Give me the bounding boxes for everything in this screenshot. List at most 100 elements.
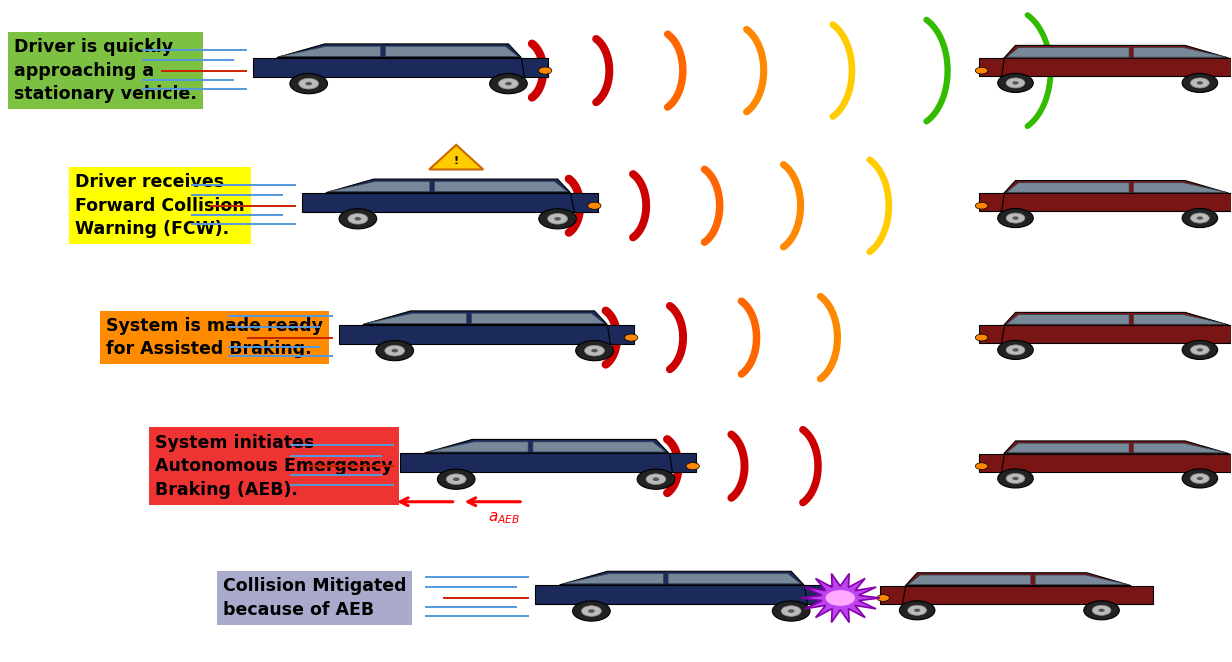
Polygon shape [424, 440, 669, 453]
Circle shape [1196, 477, 1202, 480]
Polygon shape [1000, 325, 1232, 343]
Circle shape [588, 609, 595, 613]
Polygon shape [908, 575, 1031, 585]
Polygon shape [1133, 183, 1226, 192]
Text: Driver receives
Forward Collision
Warning (FCW).: Driver receives Forward Collision Warnin… [75, 173, 245, 238]
Polygon shape [277, 44, 521, 58]
Polygon shape [978, 58, 1004, 76]
Circle shape [976, 203, 988, 209]
Polygon shape [521, 58, 548, 77]
Circle shape [392, 349, 398, 352]
Circle shape [625, 334, 638, 341]
Circle shape [1007, 473, 1025, 483]
Circle shape [339, 209, 377, 229]
Polygon shape [1000, 58, 1232, 76]
Polygon shape [804, 585, 832, 604]
Circle shape [584, 346, 605, 356]
Polygon shape [435, 181, 567, 191]
Circle shape [538, 209, 577, 229]
Circle shape [825, 590, 855, 606]
Polygon shape [1007, 314, 1129, 324]
Circle shape [998, 209, 1034, 228]
Circle shape [1190, 213, 1210, 223]
Polygon shape [881, 586, 906, 604]
Polygon shape [339, 324, 611, 344]
Circle shape [1084, 601, 1120, 620]
Circle shape [998, 73, 1034, 93]
Circle shape [1007, 78, 1025, 88]
Circle shape [976, 68, 988, 74]
Circle shape [298, 78, 319, 89]
Circle shape [781, 606, 801, 616]
Polygon shape [902, 586, 1153, 604]
Circle shape [1196, 348, 1202, 352]
Polygon shape [1007, 443, 1129, 453]
Circle shape [1183, 469, 1217, 488]
Circle shape [446, 474, 466, 485]
Circle shape [1196, 216, 1202, 220]
Circle shape [575, 340, 614, 361]
Polygon shape [472, 313, 604, 323]
Circle shape [976, 463, 988, 469]
Circle shape [1013, 81, 1019, 85]
Text: Collision Mitigated
because of AEB: Collision Mitigated because of AEB [223, 577, 407, 619]
Polygon shape [1004, 46, 1230, 58]
Circle shape [1092, 605, 1111, 616]
Polygon shape [1007, 183, 1129, 192]
Polygon shape [280, 46, 381, 56]
Polygon shape [400, 453, 671, 472]
Circle shape [290, 73, 328, 94]
Circle shape [914, 608, 920, 612]
Polygon shape [668, 574, 801, 584]
Circle shape [1099, 608, 1105, 612]
Circle shape [787, 609, 795, 613]
Polygon shape [1133, 48, 1226, 57]
Polygon shape [326, 179, 570, 193]
Polygon shape [1004, 312, 1230, 325]
Circle shape [1190, 78, 1210, 88]
Circle shape [588, 202, 601, 209]
Polygon shape [1000, 454, 1232, 472]
Text: $a_{AEB}$: $a_{AEB}$ [488, 510, 520, 526]
Polygon shape [386, 46, 517, 56]
Circle shape [355, 217, 361, 220]
Circle shape [1196, 81, 1202, 85]
Polygon shape [1133, 443, 1226, 453]
Circle shape [1013, 216, 1019, 220]
Circle shape [1007, 213, 1025, 223]
Polygon shape [978, 325, 1004, 343]
Circle shape [1007, 345, 1025, 355]
Polygon shape [428, 442, 529, 452]
Circle shape [384, 346, 404, 356]
Polygon shape [533, 442, 665, 452]
Polygon shape [563, 574, 663, 584]
Polygon shape [1007, 48, 1129, 57]
Circle shape [653, 477, 659, 481]
Circle shape [548, 213, 568, 224]
Polygon shape [978, 193, 1004, 211]
Circle shape [1190, 345, 1210, 355]
Polygon shape [1004, 441, 1230, 454]
Text: Driver is quickly
approaching a
stationary vehicle.: Driver is quickly approaching a stationa… [14, 38, 197, 103]
Circle shape [637, 469, 675, 489]
Text: System is made ready
for Assisted Braking.: System is made ready for Assisted Brakin… [106, 317, 323, 358]
Circle shape [976, 334, 988, 341]
Circle shape [489, 73, 527, 94]
Polygon shape [978, 454, 1004, 472]
Circle shape [998, 469, 1034, 488]
Circle shape [1013, 348, 1019, 352]
Circle shape [538, 67, 552, 74]
Circle shape [908, 605, 926, 616]
Polygon shape [559, 571, 804, 585]
Circle shape [772, 601, 809, 621]
Circle shape [1183, 73, 1217, 93]
Circle shape [686, 463, 700, 470]
Circle shape [1183, 340, 1217, 359]
Circle shape [453, 477, 460, 481]
Circle shape [376, 340, 414, 361]
Polygon shape [302, 193, 574, 212]
Polygon shape [329, 181, 430, 191]
Polygon shape [253, 58, 525, 77]
Polygon shape [570, 193, 598, 212]
Circle shape [591, 349, 598, 352]
